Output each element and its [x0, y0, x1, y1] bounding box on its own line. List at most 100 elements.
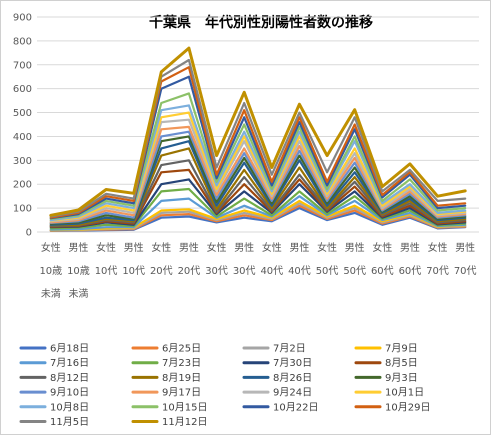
series-line — [49, 104, 467, 222]
series-line — [49, 140, 467, 226]
x-tick-label: 女性 — [151, 241, 171, 254]
legend-item: 10月22日 — [242, 401, 318, 413]
legend-item: 7月9日 — [354, 343, 418, 355]
legend-label: 10月1日 — [385, 387, 424, 399]
x-tick-label: 70代 — [454, 265, 477, 277]
legend-label: 9月24日 — [273, 387, 312, 399]
x-tick-label: 40代 — [260, 265, 283, 277]
y-tick-label: 800 — [13, 36, 32, 47]
x-category-label: 男性 30代 — [233, 241, 256, 277]
x-category-label: 男性 70代 — [454, 241, 477, 277]
legend-label: 8月5日 — [385, 357, 418, 369]
chart-title: 千葉県 年代別性別陽性者数の推移 — [149, 14, 373, 31]
legend-item: 11月5日 — [19, 416, 89, 428]
series-line — [49, 66, 467, 219]
legend-label: 9月10日 — [50, 387, 89, 399]
legend-item: 10月29日 — [354, 401, 430, 413]
x-tick-label: 30代 — [233, 265, 256, 277]
legend-item: 7月16日 — [19, 357, 89, 369]
legend-item: 8月19日 — [131, 372, 201, 384]
x-category-label: 男性 40代 — [288, 241, 311, 277]
legend-item: 9月24日 — [242, 387, 312, 399]
legend-label: 11月12日 — [162, 416, 207, 428]
x-category-label: 男性 10代 — [122, 241, 145, 277]
legend-label: 10月29日 — [385, 401, 430, 413]
x-tick-label: 50代 — [343, 265, 366, 277]
x-tick-label: 男性 — [455, 241, 475, 254]
legend-label: 7月30日 — [273, 357, 312, 369]
legend-item: 10月8日 — [19, 401, 89, 413]
series-line — [49, 187, 467, 230]
x-tick-label: 40代 — [288, 265, 311, 277]
series-line — [49, 75, 467, 220]
legend-item: 9月17日 — [131, 387, 201, 399]
x-tick-label: 女性 — [96, 241, 116, 254]
x-tick-label: 女性 — [428, 241, 448, 254]
legend-item: 10月1日 — [354, 387, 424, 399]
x-axis: 女性10歳未満男性10歳未満女性10代男性10代女性20代男性20代女性30代男… — [39, 241, 476, 300]
x-tick-label: 10歳 — [67, 265, 90, 277]
y-tick-label: 0 — [26, 228, 32, 239]
series-line — [49, 125, 467, 224]
legend-item: 7月23日 — [131, 357, 201, 369]
x-category-label: 男性 20代 — [178, 241, 201, 277]
x-category-label: 男性 60代 — [399, 241, 422, 277]
x-tick-label: 男性 — [68, 241, 88, 254]
legend-label: 9月17日 — [162, 387, 201, 399]
y-axis: 0 100 200 300 400 500 600 700 800 900 — [13, 13, 32, 239]
legend-item: 7月30日 — [242, 357, 312, 369]
series-line — [49, 159, 467, 228]
series-lines — [49, 46, 467, 232]
legend-item: 9月3日 — [354, 372, 418, 384]
series-line — [49, 168, 467, 228]
y-tick-label: 900 — [13, 13, 32, 24]
y-tick-label: 700 — [13, 60, 32, 71]
series-line — [49, 111, 467, 222]
legend-item: 8月26日 — [242, 372, 312, 384]
series-line — [49, 178, 467, 229]
legend-label: 7月16日 — [50, 357, 89, 369]
series-line — [49, 147, 467, 227]
x-tick-label: 女性 — [372, 241, 392, 254]
series-line — [49, 135, 467, 225]
x-category-label: 女性 30代 — [205, 241, 228, 277]
x-category-label: 男性 50代 — [343, 241, 366, 277]
x-category-label: 女性 10代 — [95, 241, 118, 277]
y-tick-label: 400 — [13, 132, 32, 143]
x-tick-label: 男性 — [400, 241, 420, 254]
x-tick-label: 女性 — [41, 241, 61, 254]
x-tick-label: 10代 — [122, 265, 145, 277]
x-tick-label: 20代 — [178, 265, 201, 277]
x-tick-label: 女性 — [262, 241, 282, 254]
legend-item: 7月2日 — [242, 343, 306, 355]
legend-item: 6月25日 — [131, 343, 201, 355]
legend-label: 10月8日 — [50, 401, 89, 413]
legend-label: 10月15日 — [162, 401, 207, 413]
legend-label: 8月19日 — [162, 372, 201, 384]
x-tick-label: 男性 — [289, 241, 309, 254]
legend-item: 6月18日 — [19, 343, 89, 355]
legend-label: 9月3日 — [385, 372, 418, 384]
x-tick-label: 50代 — [316, 265, 339, 277]
legend-label: 8月12日 — [50, 372, 89, 384]
x-tick-label: 60代 — [371, 265, 394, 277]
legend-label: 6月25日 — [162, 343, 201, 355]
y-tick-label: 600 — [13, 84, 32, 95]
legend-label: 10月22日 — [273, 401, 318, 413]
legend-label: 8月26日 — [273, 372, 312, 384]
x-category-label: 女性 70代 — [426, 241, 449, 277]
series-line — [49, 92, 467, 220]
legend-label: 6月18日 — [50, 343, 89, 355]
x-tick-label: 70代 — [426, 265, 449, 277]
x-category-label: 女性 50代 — [316, 241, 339, 277]
y-tick-label: 200 — [13, 180, 32, 191]
series-line — [49, 118, 467, 223]
y-tick-label: 500 — [13, 108, 32, 119]
x-category-label: 女性 40代 — [260, 241, 283, 277]
x-tick-label: 10代 — [95, 265, 118, 277]
legend-item: 10月15日 — [131, 401, 207, 413]
